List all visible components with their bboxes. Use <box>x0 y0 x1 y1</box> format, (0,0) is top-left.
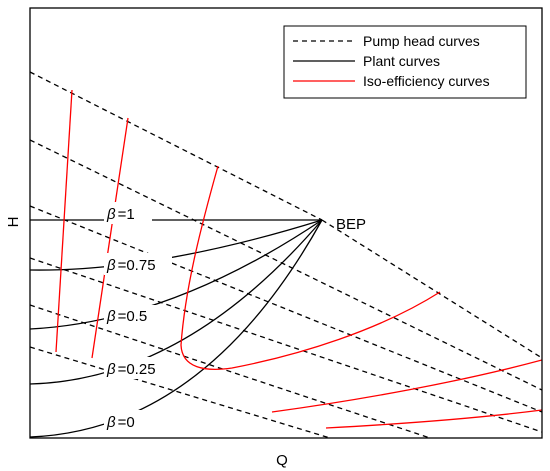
iso-efficiency-curve-1 <box>55 89 73 353</box>
beta-label-0.5: β =0.5 <box>106 308 147 325</box>
x-axis-label: Q <box>276 452 288 469</box>
legend: Pump head curves Plant curves Iso-effici… <box>283 25 527 99</box>
legend-box <box>283 25 527 99</box>
pump-head-curve-5 <box>30 257 542 433</box>
pump-head-curves <box>30 71 542 438</box>
bep-label: BEP <box>336 216 366 233</box>
plant-curve-beta-0.75 <box>30 219 323 271</box>
legend-label-plant: Plant curves <box>363 53 440 69</box>
beta-label-1: β =1 <box>106 206 135 223</box>
beta-label-0: β =0 <box>106 414 135 431</box>
pump-head-curve-1 <box>30 71 323 221</box>
plant-curves <box>30 219 323 438</box>
iso-efficiency-curves <box>55 89 542 429</box>
iso-efficiency-curve-4 <box>271 359 542 413</box>
iso-efficiency-curve-2 <box>91 117 129 359</box>
pump-head-curve-6 <box>30 304 431 438</box>
beta-label-0.25: β =0.25 <box>106 361 156 378</box>
pump-head-curve-4 <box>30 205 542 413</box>
pump-head-curve-7 <box>30 346 331 438</box>
plant-curve-beta-0.5 <box>30 219 323 330</box>
pump-head-curve-2 <box>321 219 542 359</box>
plant-curve-beta-0.25 <box>30 219 323 385</box>
pump-head-curve-3 <box>30 139 542 391</box>
legend-label-pump-head: Pump head curves <box>363 33 480 49</box>
plot-frame <box>29 7 543 439</box>
plant-curve-beta-0 <box>30 219 323 438</box>
y-axis-label: H <box>5 217 22 228</box>
legend-label-iso-efficiency: Iso-efficiency curves <box>363 73 490 89</box>
iso-efficiency-curve-5 <box>325 409 542 429</box>
beta-label-0.75: β =0.75 <box>106 257 156 274</box>
iso-efficiency-curve-3 <box>180 165 441 371</box>
beta-labels: β =1 β =0.75 β =0.5 β =0.25 β =0 <box>104 202 172 432</box>
